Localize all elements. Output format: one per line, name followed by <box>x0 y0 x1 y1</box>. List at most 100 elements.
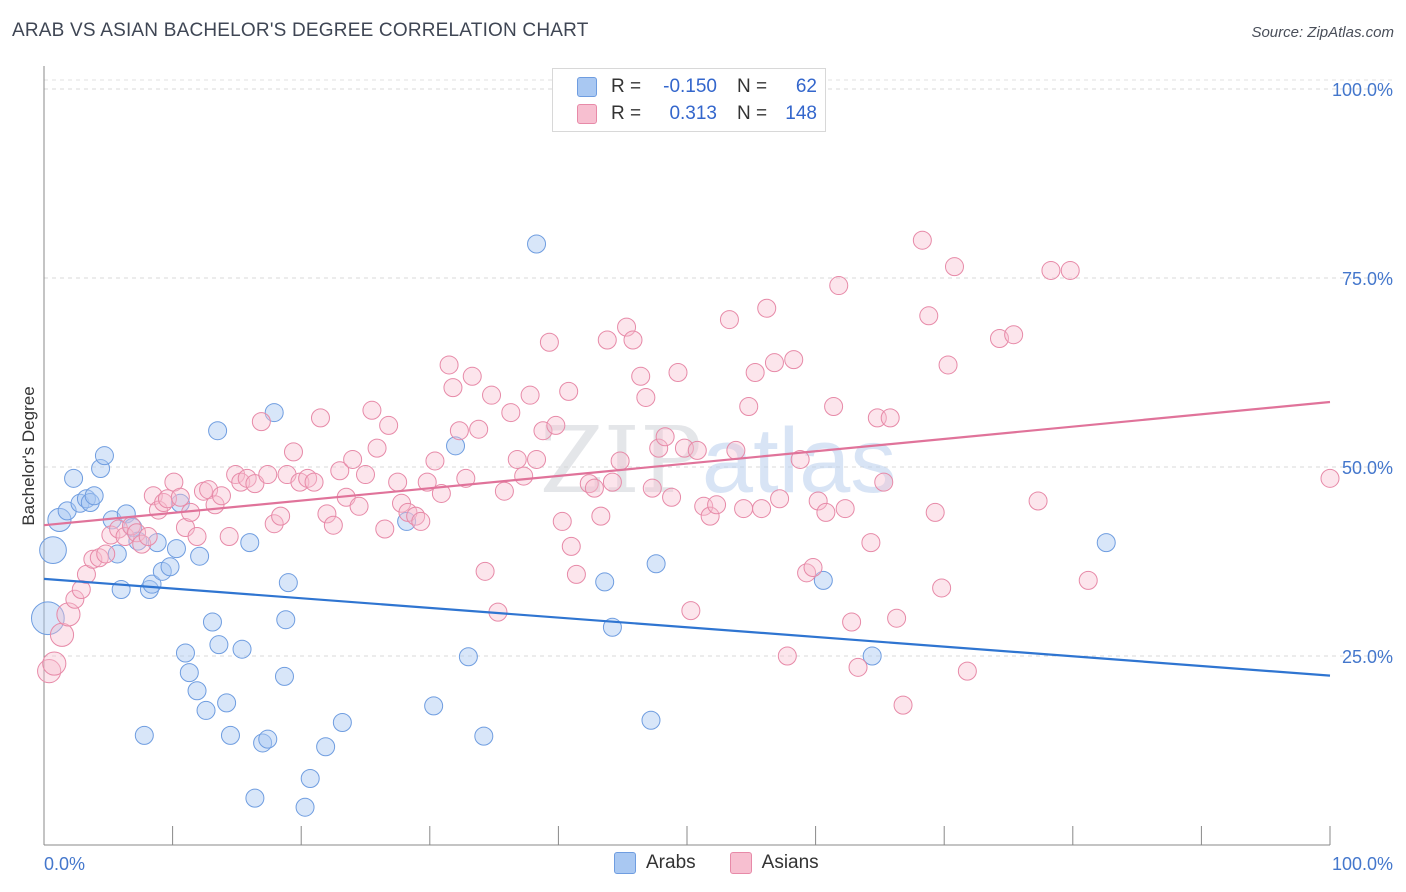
arabs-point <box>94 446 114 466</box>
legend-item-asians[interactable]: Asians <box>729 852 819 874</box>
arabs-point <box>646 554 666 574</box>
asians-point <box>310 408 330 428</box>
arabs-point <box>30 601 65 636</box>
asians-point <box>425 451 445 471</box>
asians-point <box>559 381 579 401</box>
asians-point <box>764 353 784 373</box>
asians-point <box>597 330 617 350</box>
asians-point <box>527 449 547 469</box>
asians-point <box>546 415 566 435</box>
asians-point <box>431 483 451 503</box>
asians-point <box>1041 260 1061 280</box>
asians-point <box>245 474 265 494</box>
arabs-point <box>862 646 882 666</box>
arabs-point <box>232 639 252 659</box>
arabs-point <box>276 610 296 630</box>
asians-swatch <box>577 104 597 124</box>
asians-point <box>610 451 630 471</box>
asians-point <box>264 514 284 534</box>
asians-point <box>219 527 239 547</box>
arabs-legend-swatch <box>614 852 636 874</box>
arabs-point <box>813 570 833 590</box>
asians-point <box>411 511 431 531</box>
asians-point <box>83 549 103 569</box>
asians-point <box>283 442 303 462</box>
r-label: R = <box>611 103 642 124</box>
asians-point <box>349 496 369 516</box>
arabs-point <box>595 572 615 592</box>
arabs-point <box>142 574 162 594</box>
legend-row-asians: R = 0.313 N = 148 <box>577 102 817 126</box>
gridlines <box>44 79 1394 657</box>
asians-point <box>101 525 121 545</box>
watermark: ZIPatlas <box>540 407 897 514</box>
asians-point <box>449 421 469 441</box>
asians-point <box>631 366 651 386</box>
n-label: N = <box>737 76 768 97</box>
asians-point <box>681 601 701 621</box>
arabs-points <box>30 234 1116 817</box>
asians-point <box>1320 468 1340 488</box>
asians-point <box>187 527 207 547</box>
n-value: 148 <box>785 103 817 124</box>
asians-point <box>602 472 622 492</box>
asians-point <box>132 534 152 554</box>
arabs-point <box>1096 533 1116 553</box>
arabs-point <box>39 536 67 565</box>
arabs-swatch <box>577 77 597 97</box>
asians-point <box>584 478 604 498</box>
arabs-point <box>208 421 228 441</box>
arabs-point <box>134 725 154 745</box>
asians-point <box>482 385 502 405</box>
arabs-point <box>527 234 547 254</box>
asians-point <box>989 328 1009 348</box>
asians-point <box>874 472 894 492</box>
arabs-point <box>641 710 661 730</box>
asians-point <box>89 548 109 568</box>
asians-point <box>298 468 318 488</box>
arabs-point <box>84 486 104 506</box>
asians-point <box>808 491 828 511</box>
arabs-point <box>190 546 210 566</box>
asians-point <box>42 651 67 676</box>
asians-point <box>533 421 553 441</box>
asians-point <box>835 499 855 519</box>
asians-point <box>443 378 463 398</box>
asians-points <box>37 230 1340 715</box>
asians-point <box>356 465 375 485</box>
asians-point <box>514 466 534 486</box>
asians-point <box>861 533 881 553</box>
axes <box>43 66 1331 846</box>
asians-point <box>912 230 932 250</box>
y-tick-label: 75.0% <box>1342 269 1393 289</box>
arabs-point <box>160 557 180 577</box>
arabs-point <box>139 579 159 599</box>
asians-point <box>752 499 772 519</box>
asians-point <box>1078 570 1098 590</box>
asians-point <box>367 438 387 458</box>
asians-point <box>739 397 759 417</box>
asians-point <box>707 495 727 515</box>
asians-point <box>816 502 836 522</box>
asians-point <box>49 622 75 647</box>
asians-point <box>456 468 476 488</box>
asians-point <box>1028 491 1048 511</box>
asians-point <box>317 504 337 524</box>
arabs-point <box>175 643 195 663</box>
asians-point <box>501 403 521 423</box>
asians-point <box>887 608 907 628</box>
asians-point <box>417 472 437 492</box>
asians-point <box>462 366 482 386</box>
asians-trend-line <box>43 400 1331 527</box>
arabs-point <box>332 713 352 733</box>
asians-point <box>668 363 688 382</box>
asians-point <box>469 419 489 439</box>
asians-point <box>932 578 952 598</box>
asians-point <box>957 661 977 681</box>
legend-item-arabs[interactable]: Arabs <box>614 852 696 874</box>
asians-point <box>258 465 278 485</box>
asians-point <box>330 461 350 481</box>
asians-point <box>925 502 945 522</box>
legend-label-arabs: Arabs <box>646 852 696 873</box>
arabs-point <box>166 539 186 559</box>
